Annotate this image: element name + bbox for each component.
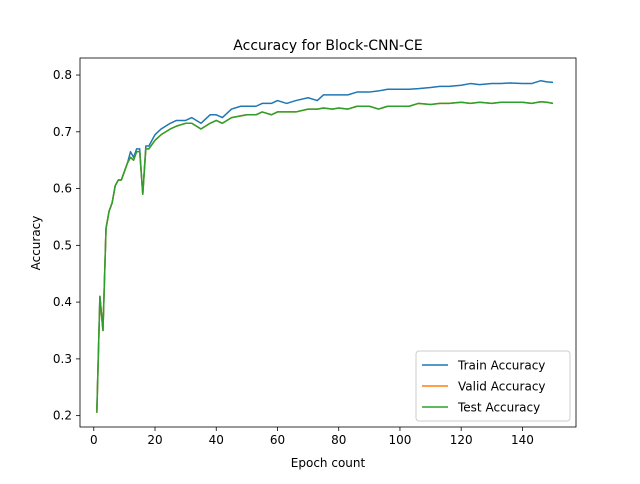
- y-tick-label: 0.7: [53, 125, 72, 139]
- chart-title: Accuracy for Block-CNN-CE: [233, 38, 422, 54]
- x-tick-label: 120: [450, 433, 473, 447]
- legend: Train Accuracy Valid Accuracy Test Accurac…: [415, 350, 571, 422]
- y-axis-label: Accuracy: [29, 216, 43, 271]
- y-tick-label: 0.4: [53, 295, 72, 309]
- legend-box: [415, 350, 571, 422]
- legend-label-test-accuracy: Test Accuracy: [457, 401, 540, 415]
- y-tick-label: 0.6: [53, 182, 72, 196]
- axes: 0 20 40 60 80 100 120 140 0.2 0.3 0.4 0.5 0.6 0.7 0.8: [53, 57, 577, 447]
- series-line-test-accuracy: [96, 100, 554, 413]
- y-tick-label: 0.8: [53, 68, 72, 82]
- y-tick-label: 0.5: [53, 238, 72, 252]
- legend-label-train-accuracy: Train Accuracy: [457, 359, 545, 373]
- x-tick-label: 40: [209, 433, 224, 447]
- x-tick-label: 0: [90, 433, 98, 447]
- plot-area: [96, 79, 554, 413]
- x-tick-label: 80: [331, 433, 346, 447]
- legend-label-valid-accuracy: Valid Accuracy: [458, 380, 546, 394]
- x-axis-label: Epoch count: [291, 456, 366, 470]
- x-tick-label: 140: [511, 433, 534, 447]
- x-tick-label: 20: [147, 433, 162, 447]
- series-line-train-accuracy: [96, 79, 554, 410]
- y-tick-label: 0.2: [53, 409, 72, 423]
- x-tick-label: 100: [388, 433, 411, 447]
- y-tick-label: 0.3: [53, 352, 72, 366]
- x-tick-label: 60: [270, 433, 285, 447]
- axes-frame: [79, 57, 577, 428]
